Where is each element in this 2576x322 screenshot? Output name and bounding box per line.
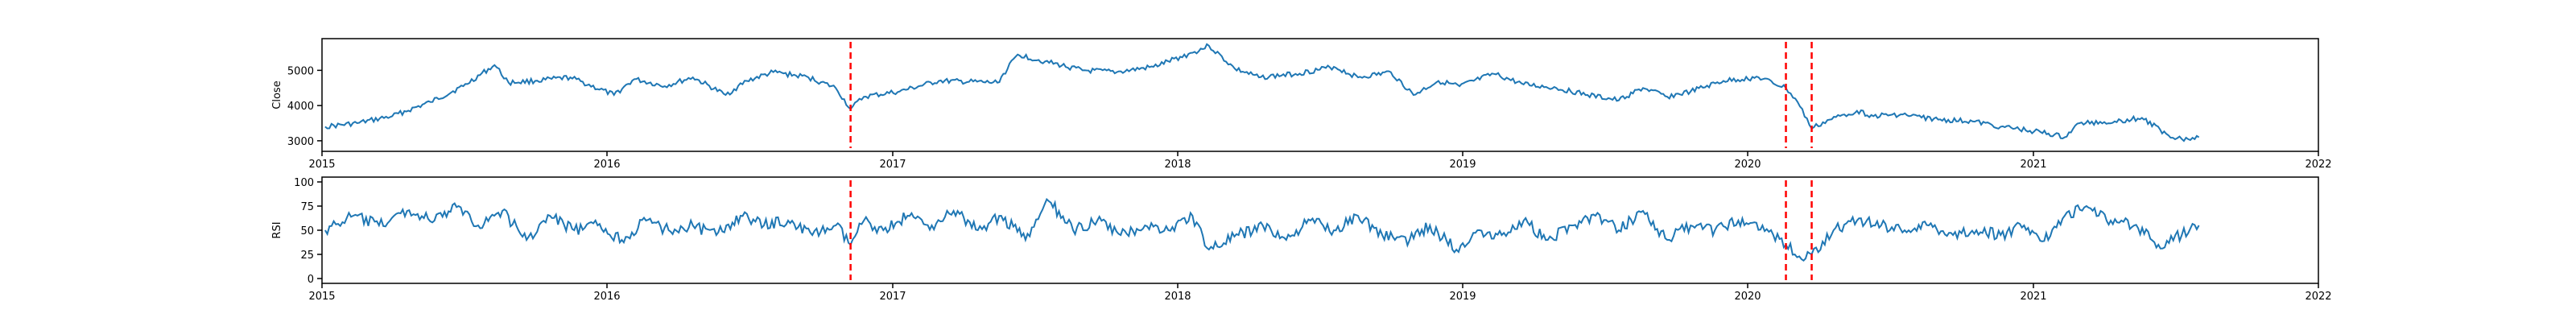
y-tick-label-0-1: 4000: [287, 101, 314, 113]
x-tick-label-0-5: 2020: [1734, 159, 1761, 171]
x-tick-label-1-0: 2015: [308, 291, 335, 303]
x-tick-label-0-0: 2015: [308, 159, 335, 171]
x-tick-label-1-2: 2017: [879, 291, 906, 303]
x-tick-label-0-3: 2018: [1164, 159, 1191, 171]
x-tick-label-1-5: 2020: [1734, 291, 1761, 303]
x-tick-label-0-6: 2021: [2020, 159, 2046, 171]
y-tick-label-1-2: 50: [300, 225, 314, 237]
y-tick-label-0-0: 3000: [287, 136, 314, 148]
y-tick-label-0-2: 5000: [287, 65, 314, 77]
y-axis-label-0: Close: [271, 80, 283, 109]
y-tick-label-1-1: 25: [300, 250, 314, 262]
y-tick-label-1-4: 100: [294, 177, 314, 189]
x-tick-label-0-7: 2022: [2305, 159, 2331, 171]
x-tick-label-0-2: 2017: [879, 159, 906, 171]
series-line-1-0: [324, 197, 2200, 262]
y-axis-label-1: RSI: [271, 221, 283, 238]
x-tick-label-1-7: 2022: [2305, 291, 2331, 303]
chart-panel-0: 2015 2016 2017 2018 2019 2020 2021 2022 3000 4000…: [271, 38, 2332, 171]
y-tick-label-1-3: 75: [300, 201, 314, 213]
x-tick-label-1-1: 2016: [593, 291, 620, 303]
series-line-0-0: [324, 43, 2200, 142]
chart-panel-1: 2015 2016 2017 2018 2019 2020 2021 2022 0 25 50 75 1…: [271, 176, 2332, 303]
x-tick-label-1-3: 2018: [1164, 291, 1191, 303]
x-tick-label-0-4: 2019: [1449, 159, 1476, 171]
axes-frame-0: [321, 38, 2319, 152]
x-tick-label-1-4: 2019: [1449, 291, 1476, 303]
y-tick-label-1-0: 0: [308, 274, 314, 286]
x-tick-label-1-6: 2021: [2020, 291, 2046, 303]
x-tick-label-0-1: 2016: [593, 159, 620, 171]
